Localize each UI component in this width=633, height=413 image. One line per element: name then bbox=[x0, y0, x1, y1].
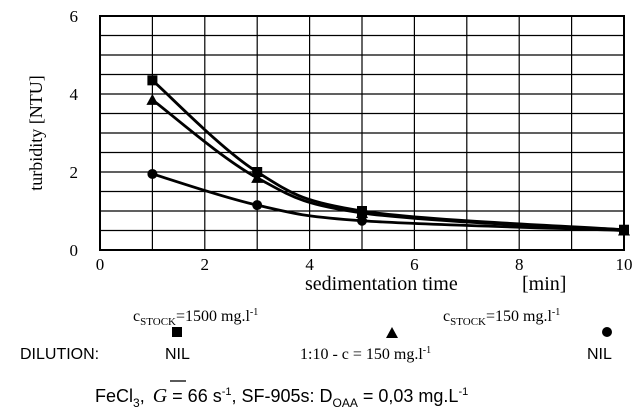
x-tick-label: 6 bbox=[410, 255, 419, 274]
y-tick-label: 6 bbox=[70, 7, 79, 26]
dilution-nil-2: NIL bbox=[587, 346, 612, 363]
y-tick-labels: 0 2 4 6 bbox=[70, 7, 79, 260]
legend-stock-1500: cSTOCK=1500 mg.l-1 bbox=[133, 307, 258, 328]
data-point-circle bbox=[252, 200, 263, 211]
legend-stock-150: cSTOCK=150 mg.l-1 bbox=[443, 307, 560, 328]
y-tick-label: 4 bbox=[70, 85, 79, 104]
caption: FeCl3, G = 66 s-1, SF-905s: DOAA = 0,03 m… bbox=[95, 385, 468, 410]
series-lines bbox=[151, 79, 625, 232]
dilution-nil-1: NIL bbox=[165, 346, 190, 363]
x-axis-unit: [min] bbox=[522, 273, 566, 295]
x-tick-labels: 0 2 4 6 8 10 bbox=[96, 255, 633, 274]
x-tick-label: 8 bbox=[515, 255, 524, 274]
x-axis-label: sedimentation time bbox=[305, 273, 458, 295]
data-point-square bbox=[147, 75, 158, 86]
legend-square-marker bbox=[172, 327, 182, 337]
x-tick-label: 4 bbox=[305, 255, 314, 274]
series-markers bbox=[146, 75, 630, 236]
x-tick-label: 0 bbox=[96, 255, 105, 274]
series-line-circle bbox=[152, 172, 625, 232]
dilution-label: DILUTION: bbox=[20, 346, 99, 363]
legend-circle-marker bbox=[602, 327, 612, 337]
data-point-triangle bbox=[146, 93, 159, 105]
data-point-circle bbox=[357, 215, 367, 226]
data-point-circle bbox=[619, 225, 629, 236]
plot-frame bbox=[99, 15, 625, 251]
series-line-triangle bbox=[151, 98, 625, 232]
data-point-triangle bbox=[356, 206, 368, 218]
x-tick-label: 10 bbox=[616, 255, 633, 274]
data-point-circle bbox=[147, 168, 158, 179]
dilution-1-10: 1:10 - c = 150 mg.l-1 bbox=[300, 345, 431, 363]
grid bbox=[100, 16, 624, 250]
legend-triangle-marker bbox=[386, 327, 398, 338]
x-tick-label: 2 bbox=[201, 255, 210, 274]
y-tick-label: 0 bbox=[70, 241, 79, 260]
data-point-triangle bbox=[251, 171, 264, 183]
y-tick-label: 2 bbox=[70, 163, 79, 182]
y-axis-label: turbidity [NTU] bbox=[26, 75, 46, 190]
